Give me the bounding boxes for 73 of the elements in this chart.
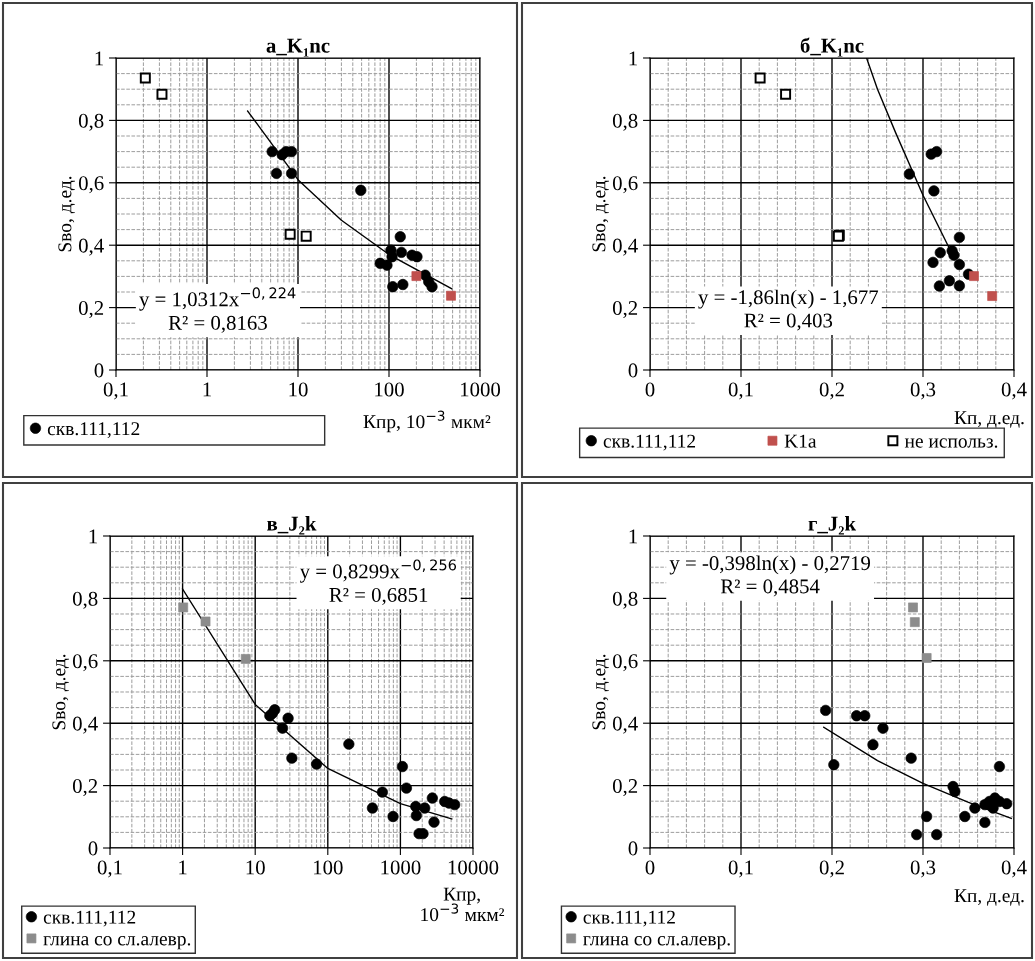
x-tick-label: 100	[314, 860, 343, 875]
y-tick-label: 0,4	[72, 716, 98, 734]
x-axis-title: Кпр, 10$^{−3}$ мкм²	[421, 887, 505, 922]
y-tick-label: 0,4	[78, 238, 104, 256]
legend-label: скв.111,112	[603, 434, 696, 451]
x-tick-label: 1000	[381, 860, 421, 875]
chart-title: г_J₂k	[808, 515, 857, 535]
x-tick-label: 100	[375, 382, 404, 397]
y-tick-label: 0,6	[72, 654, 98, 672]
y-tick-label: 0,8	[612, 591, 638, 609]
y-tick-label: 0,2	[612, 778, 638, 797]
legend-label: скв.111,112	[583, 910, 675, 927]
y-tick-label: 0,6	[612, 654, 638, 672]
annotation: y = -1,86ln(x) - 1,677	[698, 289, 879, 309]
chart-title: в_J₂k	[267, 515, 317, 535]
x-tick-label: 1000	[461, 382, 501, 397]
annotation: y = 0,8299x$^{−0,256}$	[299, 559, 457, 583]
y-tick-label: 0	[88, 841, 98, 856]
x-tick-label: 0,2	[819, 382, 844, 400]
y-axis-title: Sво, д.ед.	[592, 654, 609, 730]
x-tick-label: 0,3	[910, 382, 936, 400]
x-tick-label: 0,1	[97, 860, 122, 878]
y-tick-label: 0,8	[72, 591, 98, 609]
x-axis-title: Кп, д.ед.	[954, 889, 1024, 906]
x-tick-label: 0,4	[1001, 860, 1027, 878]
legend-label: скв.111,112	[47, 422, 140, 439]
y-tick-label: 0,4	[612, 716, 638, 734]
x-tick-label: 0,1	[728, 382, 753, 400]
legend-label: скв.111,112	[43, 910, 136, 927]
annotation: R² = 0,6851	[329, 587, 428, 605]
annotation: y = 1,0312x$^{−0,224}$	[139, 287, 296, 311]
x-tick-label: 10	[246, 860, 265, 875]
annotation: R² = 0,403	[744, 313, 833, 331]
y-axis-title: Sво, д.ед.	[52, 654, 69, 730]
y-tick-label: 0,2	[78, 300, 104, 319]
y-tick-label: 1	[629, 51, 637, 66]
x-axis-title: Кп, д.ед.	[954, 411, 1024, 428]
y-tick-label: 0,6	[612, 176, 638, 194]
y-tick-label: 0,8	[612, 113, 638, 131]
x-tick-label: 1	[179, 860, 187, 875]
x-tick-label: 0,4	[1001, 382, 1027, 400]
x-tick-label: 0	[645, 382, 655, 397]
legend-label: не использ.	[904, 438, 998, 448]
y-tick-label: 0,6	[78, 176, 104, 194]
y-tick-label: 0	[94, 363, 104, 378]
y-axis-title: Sво, д.ед.	[58, 176, 75, 252]
y-tick-label: 0,4	[612, 238, 638, 256]
y-tick-label: 0,2	[72, 778, 98, 797]
x-tick-label: 10000	[448, 860, 499, 875]
x-axis-title: Кпр, 10$^{−3}$ мкм²	[363, 410, 491, 433]
chart-title: а_K₁nc	[266, 38, 330, 57]
chart-title: б_K₁nc	[800, 37, 864, 57]
y-tick-label: 0,2	[612, 300, 638, 319]
legend-label: K1a	[784, 434, 817, 448]
annotation: y = -0,398ln(x) - 0,2719	[669, 555, 871, 575]
x-tick-label: 0,1	[728, 860, 753, 878]
annotation: R² = 0,8163	[168, 315, 267, 333]
y-axis-title: Sво, д.ед.	[592, 176, 609, 252]
y-tick-label: 0	[628, 841, 638, 856]
x-tick-label: 0,3	[910, 860, 936, 878]
y-tick-label: 1	[89, 529, 97, 544]
x-tick-label: 10	[289, 382, 308, 397]
annotation: R² = 0,4854	[720, 579, 820, 597]
y-tick-label: 1	[629, 529, 637, 544]
x-tick-label: 0,2	[819, 860, 844, 878]
y-tick-label: 0,8	[78, 113, 104, 131]
legend-label: глина со сл.алевр.	[43, 936, 191, 950]
x-tick-label: 0,1	[103, 382, 128, 400]
legend-label: глина со сл.алевр.	[583, 936, 730, 950]
x-tick-label: 1	[203, 382, 211, 397]
x-tick-label: 0	[645, 860, 655, 875]
y-tick-label: 1	[95, 51, 103, 66]
y-tick-label: 0	[628, 363, 638, 378]
